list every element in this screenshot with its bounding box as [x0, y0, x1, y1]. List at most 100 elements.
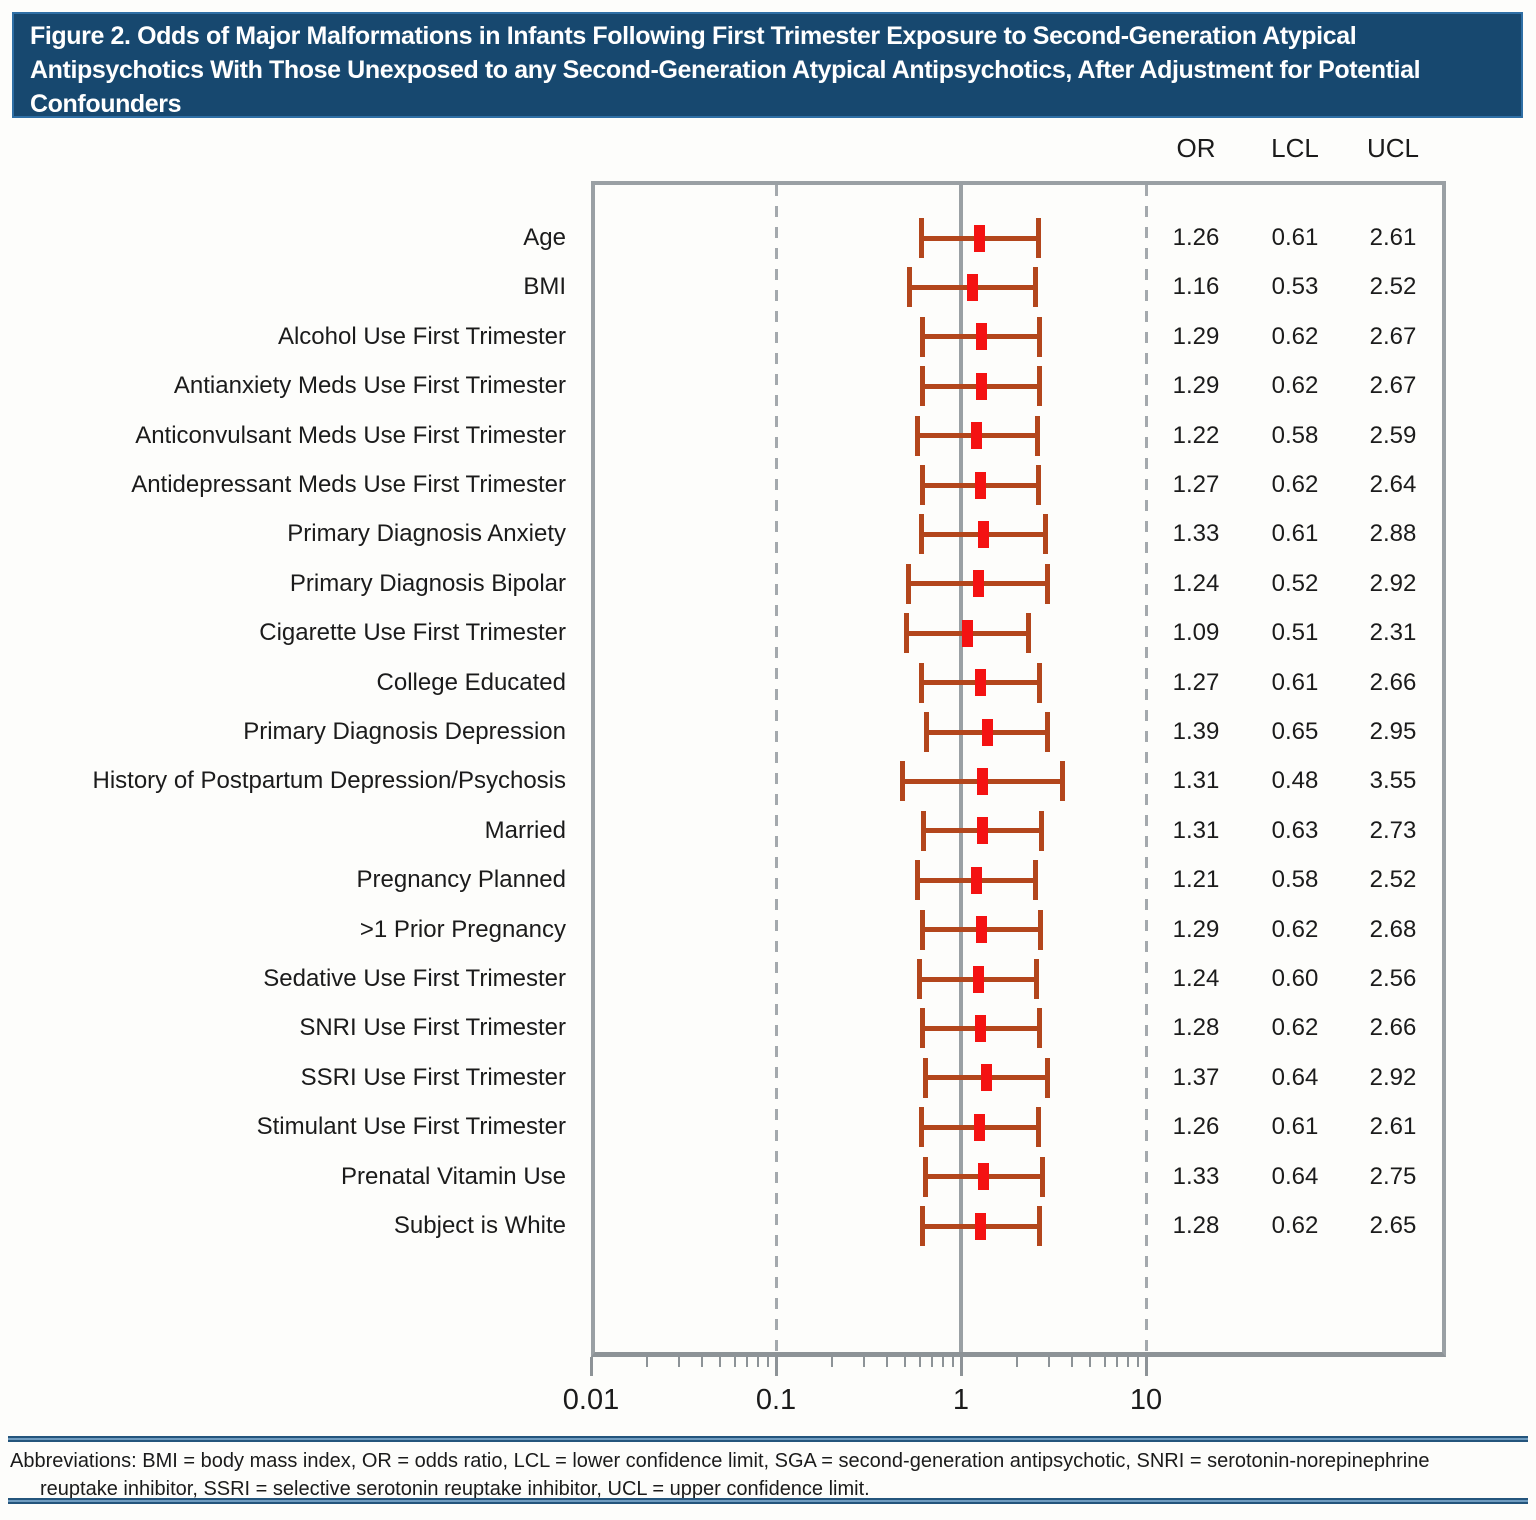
or-marker — [970, 866, 982, 894]
ucl-value: 3.55 — [1369, 767, 1417, 795]
x-axis-minor-tick — [1071, 1357, 1074, 1367]
lcl-value: 0.51 — [1271, 619, 1319, 647]
ucl-value: 2.61 — [1369, 224, 1417, 251]
error-bar-cap-upper — [1039, 1156, 1045, 1197]
x-axis-minor-tick — [1048, 1357, 1051, 1367]
error-bar-cap-upper — [1025, 613, 1031, 654]
or-marker — [974, 224, 986, 252]
or-value: 1.29 — [1172, 372, 1220, 400]
or-marker — [962, 619, 974, 647]
ucl-value: 2.68 — [1369, 915, 1417, 943]
error-bar-cap-upper — [1060, 761, 1066, 802]
error-bar-cap-lower — [922, 1156, 928, 1197]
or-marker — [972, 570, 984, 598]
or-value: 1.21 — [1172, 866, 1220, 894]
or-marker — [977, 767, 989, 795]
ucl-value: 2.31 — [1369, 619, 1417, 647]
error-bar-cap-lower — [907, 267, 913, 308]
column-header-ucl: UCL — [1366, 133, 1419, 163]
error-bar-cap-upper — [1037, 366, 1043, 407]
or-value: 1.31 — [1172, 767, 1220, 795]
or-marker — [977, 817, 989, 845]
lcl-value: 0.52 — [1271, 569, 1319, 597]
ucl-value: 2.67 — [1369, 322, 1417, 350]
x-axis-minor-tick — [1136, 1357, 1139, 1367]
x-axis-minor-tick — [719, 1357, 722, 1367]
ucl-value: 2.88 — [1369, 520, 1417, 548]
error-bar-cap-upper — [1043, 514, 1049, 555]
or-marker — [975, 1212, 987, 1240]
x-axis-tick-label: 0.01 — [562, 1384, 620, 1416]
or-value: 1.29 — [1172, 322, 1220, 350]
lcl-value: 0.62 — [1271, 915, 1319, 943]
ucl-value: 2.73 — [1369, 816, 1417, 844]
or-value: 1.33 — [1172, 1162, 1220, 1190]
row-label: Stimulant Use First Trimester — [256, 1113, 566, 1141]
or-marker — [967, 273, 979, 301]
error-bar-cap-upper — [1036, 465, 1042, 505]
ucl-value: 2.65 — [1369, 1212, 1417, 1239]
error-bar-cap-lower — [914, 860, 920, 901]
row-label: Antidepressant Meds Use First Trimester — [131, 471, 566, 498]
x-axis-tick-label: 1 — [952, 1384, 970, 1416]
row-label: Alcohol Use First Trimester — [277, 322, 566, 350]
or-marker — [981, 718, 993, 746]
lcl-value: 0.64 — [1271, 1162, 1319, 1190]
x-axis-minor-tick — [1015, 1357, 1018, 1367]
x-axis-minor-tick — [951, 1357, 954, 1367]
ucl-value: 2.61 — [1369, 1113, 1417, 1141]
row-label: BMI — [523, 273, 566, 301]
row-label: Prenatal Vitamin Use — [341, 1162, 566, 1190]
error-bar-cap-lower — [920, 909, 926, 950]
error-bar-cap-upper — [1032, 860, 1038, 901]
or-marker — [972, 965, 984, 993]
row-label: History of Postpartum Depression/Psychos… — [92, 767, 566, 795]
error-bar-cap-lower — [920, 465, 926, 505]
error-bar-cap-upper — [1039, 810, 1045, 851]
or-value: 1.29 — [1172, 915, 1220, 943]
x-axis-major-tick — [774, 1357, 778, 1376]
lcl-value: 0.53 — [1271, 273, 1319, 301]
row-label: Age — [523, 224, 566, 251]
error-bar-cap-lower — [922, 1057, 928, 1098]
footnote-abbreviations: Abbreviations: BMI = body mass index, OR… — [10, 1450, 1430, 1500]
error-bar-cap-upper — [1034, 959, 1040, 999]
error-bar-cap-upper — [1035, 218, 1041, 258]
lcl-value: 0.62 — [1271, 471, 1319, 498]
lcl-value: 0.61 — [1271, 224, 1319, 251]
ucl-value: 2.66 — [1369, 1014, 1417, 1042]
or-value: 1.22 — [1172, 421, 1220, 449]
error-bar-cap-upper — [1044, 1057, 1050, 1098]
row-label: Subject is White — [393, 1212, 566, 1239]
ucl-value: 2.67 — [1369, 372, 1417, 400]
error-bar-cap-lower — [918, 514, 924, 555]
or-marker — [978, 1163, 990, 1191]
lcl-value: 0.61 — [1271, 668, 1319, 696]
row-label: Sedative Use First Trimester — [263, 965, 566, 992]
x-axis-minor-tick — [1089, 1357, 1092, 1367]
lcl-value: 0.62 — [1271, 322, 1319, 350]
column-header-or: OR — [1176, 133, 1216, 163]
row-label: Married — [484, 816, 566, 844]
or-marker — [974, 669, 986, 697]
or-value: 1.37 — [1172, 1063, 1220, 1091]
error-bar-cap-lower — [918, 218, 924, 258]
or-marker — [978, 520, 990, 548]
error-bar-cap-upper — [1044, 563, 1050, 604]
lcl-value: 0.58 — [1271, 866, 1319, 894]
row-label: Anticonvulsant Meds Use First Trimester — [135, 421, 566, 449]
x-axis-major-tick — [1144, 1357, 1148, 1376]
x-axis-tick-label: 0.1 — [755, 1384, 797, 1416]
error-bar-cap-upper — [1034, 415, 1040, 456]
x-axis-minor-tick — [701, 1357, 704, 1367]
row-label: College Educated — [376, 668, 566, 696]
or-value: 1.24 — [1172, 569, 1220, 597]
error-bar-cap-upper — [1035, 1107, 1041, 1148]
error-bar-cap-lower — [914, 415, 920, 456]
lcl-value: 0.62 — [1271, 1212, 1319, 1239]
error-bar-cap-upper — [1037, 662, 1043, 703]
x-axis-minor-tick — [1116, 1357, 1119, 1367]
ucl-value: 2.52 — [1369, 273, 1417, 301]
error-bar-cap-lower — [899, 761, 905, 802]
error-bar-cap-upper — [1037, 1008, 1043, 1049]
